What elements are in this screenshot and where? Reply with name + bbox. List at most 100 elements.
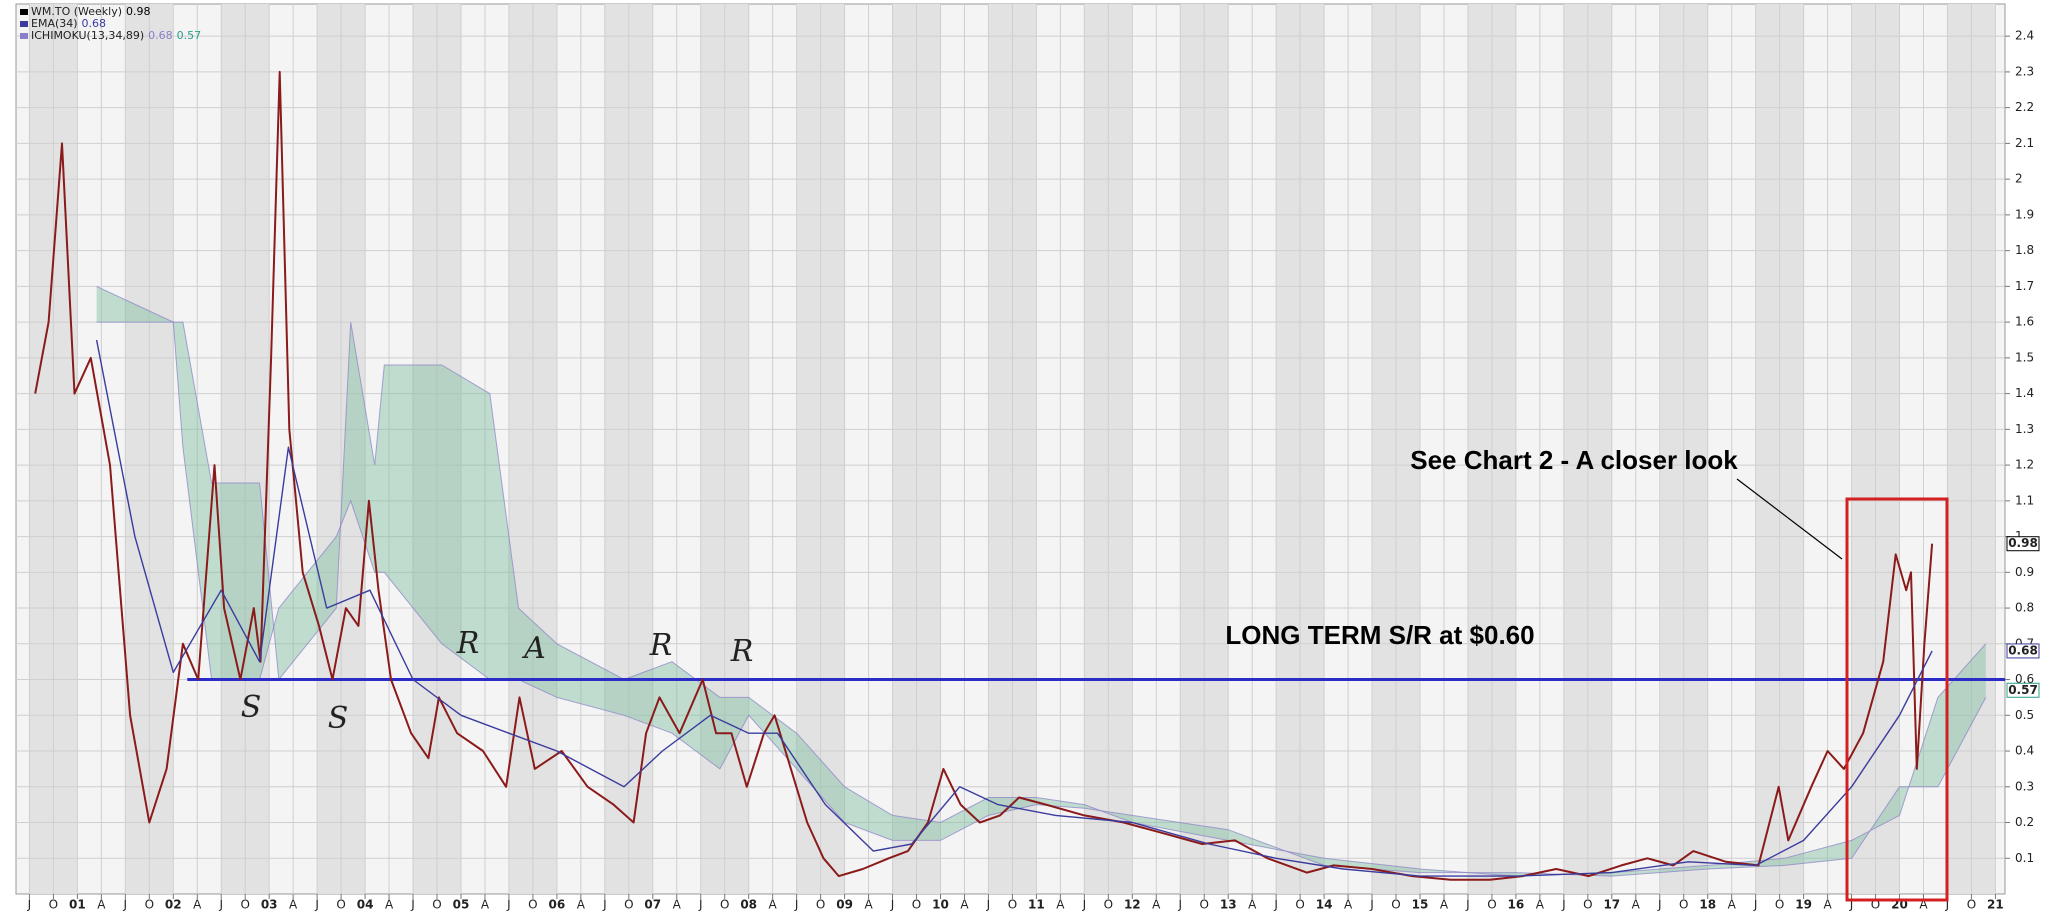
x-tick-label: A: [193, 898, 202, 912]
x-tick-label: 14: [1316, 898, 1333, 912]
x-tick-label: A: [1919, 898, 1928, 912]
y-tick-label: 1.4: [2015, 386, 2034, 400]
handwritten-note: R: [730, 634, 754, 669]
y-tick-label: 2.2: [2015, 100, 2034, 114]
value-tag-label: 0.68: [2008, 643, 2038, 657]
x-tick-label: A: [289, 898, 298, 912]
x-tick-label: O: [1295, 898, 1304, 912]
x-tick-label: 19: [1795, 898, 1812, 912]
x-tick-label: J: [1945, 898, 1950, 912]
x-tick-label: A: [1823, 898, 1832, 912]
x-tick-label: J: [506, 898, 511, 912]
x-tick-label: O: [240, 898, 249, 912]
x-tick-label: 02: [165, 898, 182, 912]
x-tick-label: 05: [453, 898, 470, 912]
legend-swatch: [20, 9, 28, 15]
legend-name: EMA(34): [31, 17, 78, 30]
x-tick-label: A: [673, 898, 682, 912]
x-tick-label: O: [1583, 898, 1592, 912]
x-tick-label: 06: [549, 898, 566, 912]
x-tick-label: A: [1152, 898, 1161, 912]
x-tick-label: O: [1679, 898, 1688, 912]
handwritten-note: R: [456, 626, 480, 661]
y-tick-label: 0.8: [2015, 601, 2034, 615]
handwritten-note: S: [328, 701, 349, 736]
x-tick-label: J: [218, 898, 223, 912]
y-tick-label: 0.4: [2015, 744, 2034, 758]
legend-value: 0.57: [177, 29, 202, 42]
legend-name: WM.TO (Weekly): [31, 5, 122, 18]
marks: [34, 70, 2005, 881]
x-tick-label: J: [1561, 898, 1566, 912]
x-tick-label: A: [1440, 898, 1449, 912]
x-tick-label: O: [49, 898, 58, 912]
x-tick-label: J: [1177, 898, 1182, 912]
x-tick-label: O: [1104, 898, 1113, 912]
legend-swatch: [20, 33, 28, 39]
value-tag-label: 0.98: [2008, 536, 2038, 550]
x-tick-label: A: [481, 898, 490, 912]
x-tick-label: J: [602, 898, 607, 912]
x-tick-label: A: [1056, 898, 1065, 912]
x-tick-label: O: [145, 898, 154, 912]
highlight-box: [1845, 497, 1949, 902]
x-tick-label: 07: [644, 898, 661, 912]
legend-entry: ICHIMOKU(13,34,89) 0.68 0.57: [31, 29, 201, 42]
x-tick-label: A: [577, 898, 586, 912]
x-tick-label: J: [1273, 898, 1278, 912]
y-tick-label: 2.4: [2015, 29, 2034, 43]
y-tick-label: 2: [2015, 172, 2023, 186]
handwritten-note: S: [241, 690, 262, 725]
y-tick-label: 1.6: [2015, 315, 2034, 329]
y-tick-label: 1.8: [2015, 243, 2034, 257]
value-tag: [2006, 682, 2040, 698]
x-tick-label: O: [1967, 898, 1976, 912]
legend-swatch: [20, 21, 28, 27]
x-tick-label: A: [1632, 898, 1641, 912]
x-tick-label: J: [698, 898, 703, 912]
y-tick-label: 1.3: [2015, 422, 2034, 436]
x-tick-label: J: [1657, 898, 1662, 912]
x-tick-label: 10: [932, 898, 949, 912]
x-tick-label: O: [1775, 898, 1784, 912]
x-tick-label: O: [528, 898, 537, 912]
y-tick-label: 0.2: [2015, 815, 2034, 829]
x-tick-label: A: [960, 898, 969, 912]
x-tick-label: A: [97, 898, 106, 912]
x-tick-label: J: [1369, 898, 1374, 912]
x-tick-label: O: [336, 898, 345, 912]
x-tick-label: 16: [1508, 898, 1525, 912]
legend-entry: WM.TO (Weekly) 0.98: [31, 5, 151, 18]
y-tick-label: 0.3: [2015, 779, 2034, 793]
x-tick-label: O: [1008, 898, 1017, 912]
x-tick-label: 03: [261, 898, 278, 912]
x-tick-label: A: [769, 898, 778, 912]
x-tick-label: 17: [1603, 898, 1620, 912]
value-tag: [2006, 536, 2040, 552]
x-tick-label: 21: [1987, 898, 2004, 912]
x-tick-label: 08: [740, 898, 757, 912]
x-tick-label: O: [432, 898, 441, 912]
y-tick-label: 0.9: [2015, 565, 2034, 579]
y-tick-label: 1.7: [2015, 279, 2034, 293]
y-tick-label: 1.1: [2015, 493, 2034, 507]
y-tick-label: 0.6: [2015, 672, 2034, 686]
x-tick-label: J: [27, 898, 32, 912]
callout-arrow: [1736, 478, 1843, 560]
x-tick-label: O: [1871, 898, 1880, 912]
x-tick-label: A: [1536, 898, 1545, 912]
x-tick-label: 18: [1699, 898, 1716, 912]
x-tick-label: A: [1728, 898, 1737, 912]
y-tick-label: 1.5: [2015, 350, 2034, 364]
legend-entry: EMA(34) 0.68: [31, 17, 106, 30]
callout: See Chart 2 - A closer look: [1410, 445, 1738, 475]
x-tick-label: J: [1849, 898, 1854, 912]
x-tick-label: A: [1248, 898, 1257, 912]
value-tag: [2006, 643, 2040, 659]
x-tick-label: O: [624, 898, 633, 912]
x-tick-label: O: [720, 898, 729, 912]
x-tick-label: J: [314, 898, 319, 912]
x-tick-label: J: [794, 898, 799, 912]
value-tag-label: 0.57: [2008, 683, 2038, 697]
x-tick-label: O: [816, 898, 825, 912]
